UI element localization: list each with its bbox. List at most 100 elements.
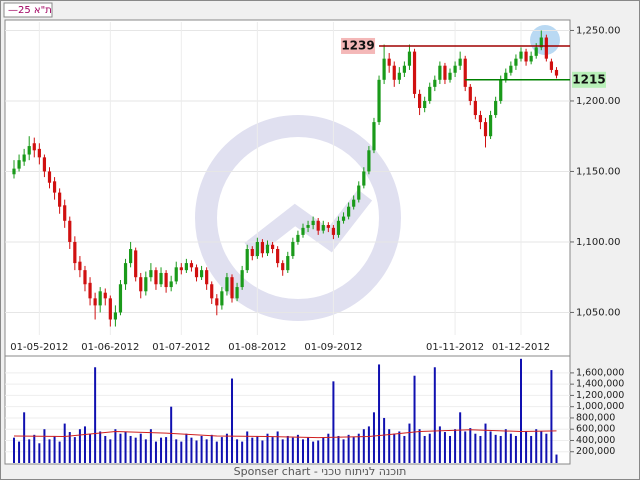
volume-bar [175, 439, 178, 463]
candle-body [387, 58, 391, 66]
volume-bar [144, 439, 147, 463]
candle-body [296, 234, 300, 242]
candle-body [549, 61, 554, 70]
candle-body [463, 58, 467, 87]
candle-body [220, 291, 224, 306]
candle-body [37, 148, 41, 158]
candle-body [276, 248, 280, 264]
candle-body [174, 267, 178, 282]
y-tick-label: 1,150.00 [576, 166, 621, 177]
volume-bar [357, 433, 360, 463]
volume-bar [225, 433, 228, 463]
candle-body [473, 100, 477, 116]
candle-body [554, 69, 559, 76]
candle-body [483, 122, 488, 137]
candle-body [118, 284, 123, 313]
volume-bar [220, 437, 223, 463]
y-tick-label: 1,200,000 [576, 390, 624, 401]
candle-body [514, 58, 518, 66]
volume-bar [129, 435, 132, 463]
candle-body [270, 244, 275, 249]
volume-bar [291, 437, 294, 463]
candle-body [240, 270, 244, 288]
volume-bar [367, 426, 370, 463]
volume-bar [312, 441, 315, 463]
volume-bar [104, 435, 107, 463]
candle-body [265, 244, 270, 254]
candle-body [438, 65, 442, 80]
candle-body [129, 248, 133, 264]
candle-body [372, 122, 376, 151]
candle-body [113, 312, 117, 320]
x-tick-label: 01-08-2012 [228, 342, 286, 353]
volume-bar [509, 433, 512, 463]
candle-body [83, 270, 87, 285]
volume-bar [337, 435, 340, 463]
volume-bar [241, 441, 244, 463]
volume-bar [246, 431, 249, 463]
volume-bar [215, 441, 218, 463]
candle-body [225, 277, 229, 292]
candle-body [458, 58, 462, 66]
y-tick-label: 1,050.00 [576, 307, 621, 318]
volume-bar [154, 441, 157, 463]
candle-body [32, 143, 36, 151]
volume-bar [388, 429, 391, 463]
candle-body [169, 281, 173, 288]
candle-body [255, 241, 259, 257]
volume-bar [286, 435, 289, 463]
volume-bar [307, 437, 310, 463]
volume-bar [89, 433, 92, 463]
candle-body [73, 241, 77, 264]
candle-body [189, 263, 194, 268]
candle-body [199, 270, 204, 278]
candle-body [443, 65, 447, 80]
volume-bar [525, 431, 528, 463]
volume-bar [443, 432, 446, 463]
volume-bar [63, 423, 66, 463]
candle-body [149, 270, 153, 278]
candle-body [103, 292, 107, 299]
candle-body [494, 100, 498, 116]
volume-bar [205, 439, 208, 463]
candle-body [316, 220, 320, 231]
y-tick-label: 1,600,000 [576, 367, 624, 378]
volume-bar [251, 437, 254, 463]
volume-bar [165, 437, 168, 463]
candle-body [139, 277, 143, 292]
volume-bar [545, 433, 548, 463]
volume-bar [139, 433, 142, 463]
x-tick-label: 01-07-2012 [152, 342, 210, 353]
volume-bar [53, 435, 56, 463]
candle-body [412, 51, 417, 94]
volume-bar [58, 441, 61, 463]
candle-body [27, 146, 31, 155]
legend-box [3, 2, 53, 18]
candle-body [352, 199, 356, 207]
candle-body [245, 248, 249, 271]
candle-body [78, 261, 82, 271]
volume-bar [342, 439, 345, 463]
candle-body [93, 298, 97, 306]
volume-bar [68, 432, 71, 463]
candle-body [281, 263, 285, 271]
volume-bar [134, 437, 137, 463]
volume-bar [520, 358, 522, 463]
volume-bar [383, 417, 386, 463]
volume-bar [413, 375, 416, 463]
candle-body [194, 267, 199, 278]
candle-body [321, 225, 325, 231]
candle-body [524, 51, 528, 62]
candle-body [58, 192, 62, 207]
candle-body [154, 270, 158, 285]
level-label-bg [341, 37, 376, 54]
volume-bar [474, 433, 477, 463]
candle-body [134, 250, 138, 278]
y-tick-label: 1,250.00 [576, 25, 621, 36]
candle-body [144, 277, 148, 292]
candle-body [377, 79, 381, 123]
volume-bar [13, 437, 15, 463]
volume-bar [398, 431, 401, 463]
candle-body [52, 181, 57, 193]
candle-body [362, 171, 366, 186]
